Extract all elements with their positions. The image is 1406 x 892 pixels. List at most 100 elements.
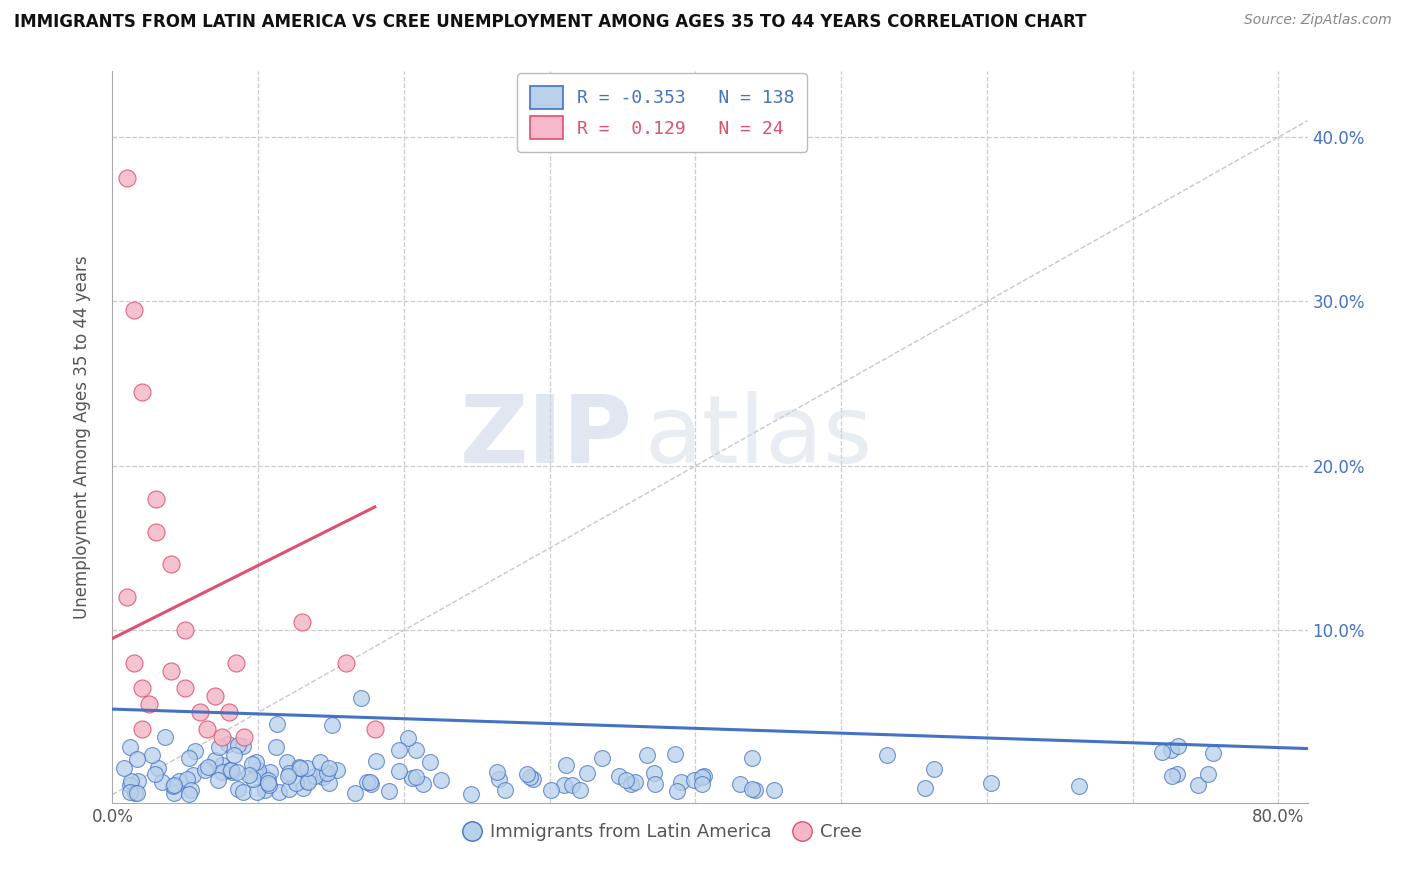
Point — [412, 777, 434, 791]
Point — [388, 764, 411, 778]
Point — [388, 743, 411, 757]
Point — [120, 773, 142, 788]
Point — [304, 769, 326, 783]
Point — [145, 524, 167, 539]
Point — [264, 739, 287, 754]
Point — [118, 778, 141, 792]
Point — [211, 765, 233, 780]
Point — [540, 783, 562, 797]
Point — [360, 777, 382, 791]
Point — [343, 786, 366, 800]
Point — [141, 748, 163, 763]
Point — [266, 717, 288, 731]
Point — [174, 624, 197, 638]
Point — [285, 776, 308, 790]
Point — [690, 770, 713, 784]
Point — [115, 171, 138, 186]
Point — [143, 767, 166, 781]
Point — [1197, 766, 1219, 780]
Point — [405, 742, 427, 756]
Point — [644, 777, 666, 791]
Point — [253, 782, 276, 797]
Point — [240, 756, 263, 771]
Point — [204, 753, 226, 767]
Point — [291, 615, 314, 629]
Point — [914, 780, 936, 795]
Legend: Immigrants from Latin America, Cree: Immigrants from Latin America, Cree — [456, 816, 869, 848]
Point — [259, 765, 281, 780]
Point — [636, 747, 658, 762]
Point — [314, 767, 336, 781]
Point — [118, 739, 141, 754]
Point — [553, 778, 575, 792]
Text: Source: ZipAtlas.com: Source: ZipAtlas.com — [1244, 13, 1392, 28]
Point — [555, 758, 578, 772]
Point — [257, 773, 280, 788]
Point — [195, 722, 218, 736]
Point — [150, 774, 173, 789]
Point — [1160, 743, 1182, 757]
Point — [183, 767, 205, 781]
Point — [253, 770, 276, 784]
Point — [396, 731, 419, 746]
Point — [163, 786, 186, 800]
Point — [194, 763, 217, 777]
Point — [218, 706, 240, 720]
Point — [232, 730, 254, 744]
Point — [1187, 778, 1209, 792]
Point — [519, 770, 541, 784]
Point — [246, 785, 269, 799]
Point — [1067, 779, 1090, 793]
Point — [318, 776, 340, 790]
Point — [174, 681, 197, 695]
Point — [569, 783, 592, 797]
Text: IMMIGRANTS FROM LATIN AMERICA VS CREE UNEMPLOYMENT AMONG AGES 35 TO 44 YEARS COR: IMMIGRANTS FROM LATIN AMERICA VS CREE UN… — [14, 13, 1087, 31]
Point — [876, 747, 898, 762]
Point — [405, 771, 427, 785]
Point — [669, 775, 692, 789]
Point — [643, 765, 665, 780]
Point — [980, 776, 1002, 790]
Point — [522, 772, 544, 786]
Point — [378, 784, 401, 798]
Point — [219, 763, 242, 777]
Point — [224, 747, 246, 762]
Point — [217, 737, 239, 751]
Point — [131, 681, 153, 695]
Point — [180, 783, 202, 797]
Point — [295, 761, 318, 775]
Point — [246, 763, 269, 777]
Point — [155, 731, 177, 745]
Point — [690, 777, 713, 791]
Point — [321, 718, 343, 732]
Point — [159, 558, 181, 572]
Point — [124, 302, 146, 317]
Point — [312, 770, 335, 784]
Point — [221, 764, 243, 779]
Point — [163, 778, 186, 792]
Point — [115, 591, 138, 605]
Point — [232, 739, 254, 754]
Point — [226, 781, 249, 796]
Point — [188, 706, 211, 720]
Text: atlas: atlas — [644, 391, 873, 483]
Point — [591, 751, 613, 765]
Point — [576, 765, 599, 780]
Point — [665, 784, 688, 798]
Point — [162, 779, 184, 793]
Point — [1202, 746, 1225, 760]
Point — [1161, 769, 1184, 783]
Point — [232, 785, 254, 799]
Point — [762, 783, 785, 797]
Point — [350, 691, 373, 706]
Point — [620, 776, 643, 790]
Point — [197, 759, 219, 773]
Point — [741, 781, 763, 796]
Point — [167, 774, 190, 789]
Point — [225, 656, 247, 670]
Point — [359, 775, 381, 789]
Point — [326, 763, 349, 777]
Point — [138, 697, 160, 711]
Point — [257, 777, 280, 791]
Point — [744, 783, 766, 797]
